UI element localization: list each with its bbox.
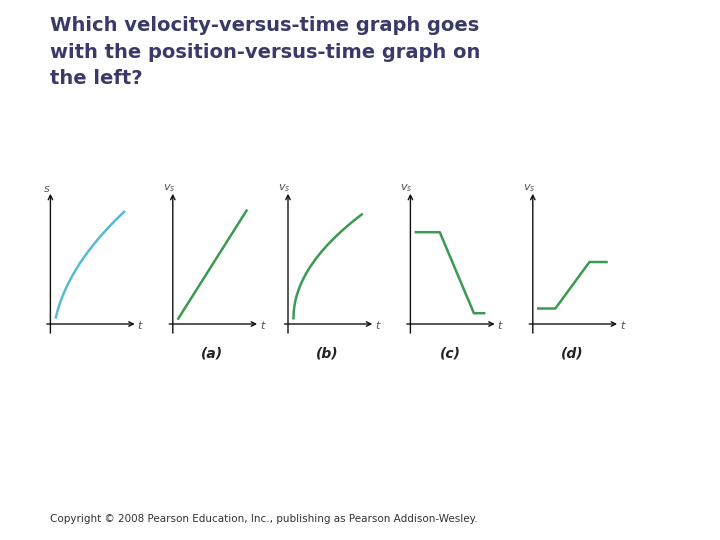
Text: $s$: $s$ (42, 184, 50, 193)
Text: (c): (c) (439, 346, 461, 360)
Text: $v_s$: $v_s$ (400, 183, 413, 194)
Text: t: t (260, 321, 264, 332)
Text: $v_s$: $v_s$ (278, 183, 290, 194)
Text: Copyright © 2008 Pearson Education, Inc., publishing as Pearson Addison-Wesley.: Copyright © 2008 Pearson Education, Inc.… (50, 514, 478, 524)
Text: t: t (138, 321, 142, 332)
Text: $v_s$: $v_s$ (523, 183, 535, 194)
Text: Which velocity-versus-time graph goes
with the position-versus-time graph on
the: Which velocity-versus-time graph goes wi… (50, 16, 481, 88)
Text: (a): (a) (202, 346, 223, 360)
Text: (b): (b) (316, 346, 339, 360)
Text: $v_s$: $v_s$ (163, 183, 175, 194)
Text: t: t (620, 321, 624, 332)
Text: t: t (375, 321, 379, 332)
Text: t: t (498, 321, 502, 332)
Text: (d): (d) (561, 346, 584, 360)
